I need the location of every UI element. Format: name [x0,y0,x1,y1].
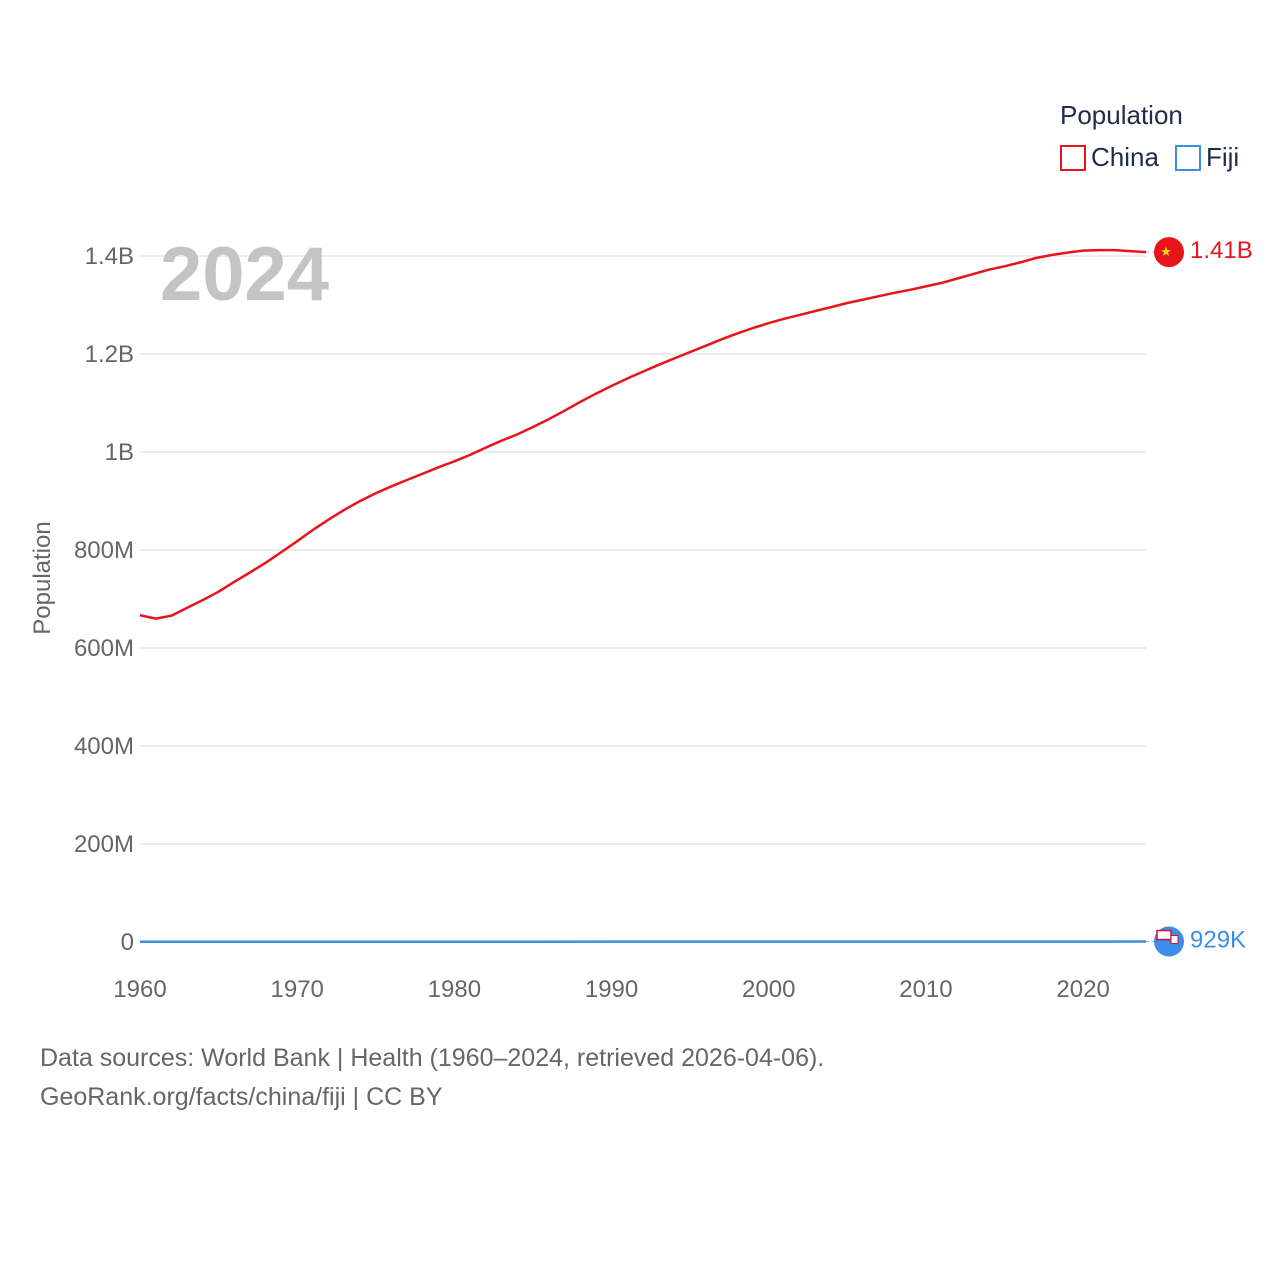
x-tick-label: 2020 [1056,976,1109,1003]
legend: Population China Fiji [1060,100,1239,172]
china-end-value-label: 1.41B [1190,237,1253,264]
legend-label-fiji: Fiji [1206,142,1239,172]
x-tick-label: 1970 [270,976,323,1003]
legend-item-fiji[interactable]: Fiji [1175,142,1239,172]
series-line-china[interactable] [139,248,1147,620]
y-axis-ticks: 0 200M 400M 600M 800M 1B 1.2B 1.4B [74,243,134,956]
x-tick-label: 2000 [742,976,795,1003]
y-tick-label: 1B [105,439,134,466]
y-tick-label: 200M [74,831,134,858]
y-axis-title: Population [29,521,56,634]
grid-lines [140,255,1146,943]
y-tick-label: 400M [74,733,134,760]
y-tick-label: 800M [74,537,134,564]
legend-swatch-china [1060,145,1086,171]
china-flag-icon[interactable]: ★ [1154,237,1184,268]
x-axis-ticks: 1960 1970 1980 1990 2000 2010 2020 [113,976,1110,1003]
x-tick-label: 1960 [113,976,166,1003]
y-tick-label: 0 [121,929,134,956]
y-tick-label: 1.2B [85,341,134,368]
legend-label-china: China [1091,142,1159,172]
y-tick-label: 1.4B [85,243,134,270]
svg-text:★: ★ [1160,245,1172,260]
population-line-chart: Population China Fiji Population 0 200M 40… [29,100,1253,1003]
footer-credit[interactable]: GeoRank.org/facts/china/fiji | CC BY [40,1083,443,1111]
current-year-label: 2024 [160,232,329,317]
x-tick-label: 1990 [585,976,638,1003]
x-tick-label: 1980 [428,976,481,1003]
end-markers: ★ 1.41B 929K [1154,237,1253,957]
x-tick-label: 2010 [899,976,952,1003]
fiji-flag-icon[interactable] [1154,926,1184,957]
legend-item-china[interactable]: China [1060,142,1159,172]
legend-swatch-fiji [1175,145,1201,171]
legend-title: Population [1060,100,1183,130]
y-tick-label: 600M [74,635,134,662]
fiji-end-value-label: 929K [1190,927,1246,954]
footer-sources: Data sources: World Bank | Health (1960–… [40,1044,825,1072]
